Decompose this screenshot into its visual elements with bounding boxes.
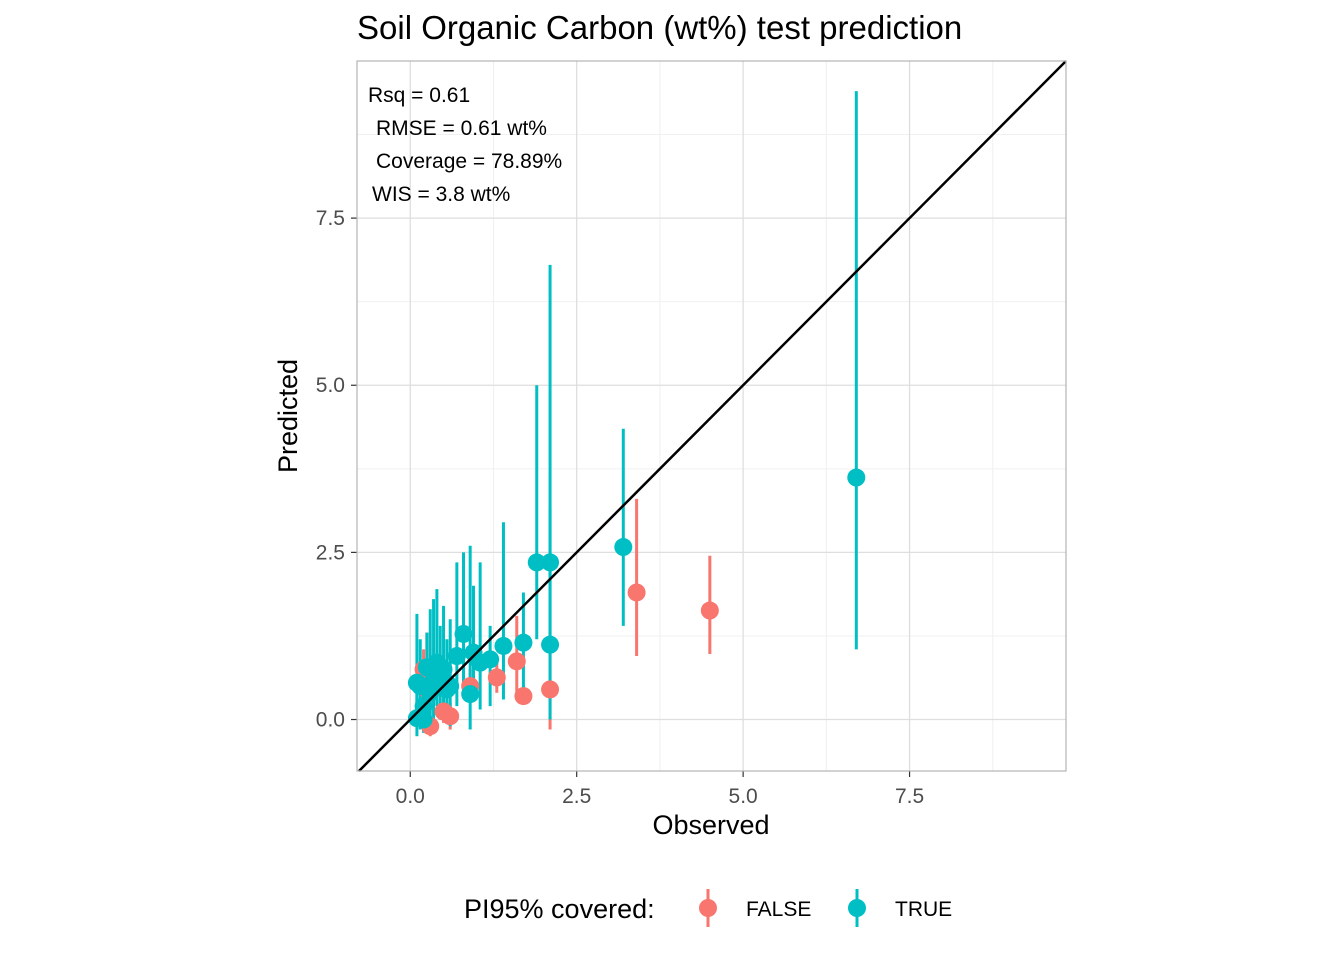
x-tick-label: 7.5 xyxy=(895,785,924,808)
point-true xyxy=(514,633,533,652)
point-true xyxy=(461,685,480,704)
y-axis-ticks: 0.0 2.5 5.0 7.5 xyxy=(316,207,357,732)
annotation-line: RMSE = 0.61 wt% xyxy=(376,117,547,140)
point-true xyxy=(454,624,473,643)
data-marks xyxy=(407,91,866,737)
annotation-line: WIS = 3.8 wt% xyxy=(372,183,510,206)
point-true xyxy=(447,647,466,666)
legend-key-point xyxy=(699,899,717,917)
point-false xyxy=(627,583,646,602)
legend: PI95% covered: FALSE TRUE xyxy=(464,889,952,927)
point-true xyxy=(527,553,546,572)
annotation-line: Coverage = 78.89% xyxy=(376,150,562,173)
legend-label: FALSE xyxy=(746,898,811,921)
x-axis-title: Observed xyxy=(652,810,769,840)
legend-label: TRUE xyxy=(895,898,952,921)
point-false xyxy=(434,702,453,721)
point-false xyxy=(514,687,533,706)
point-true xyxy=(464,643,483,662)
point-true xyxy=(614,538,633,557)
y-tick-label: 5.0 xyxy=(316,374,345,397)
point-false xyxy=(487,668,506,687)
y-tick-label: 0.0 xyxy=(316,709,345,732)
legend-key-point xyxy=(848,899,866,917)
minor-gridlines xyxy=(357,61,1066,771)
x-tick-label: 5.0 xyxy=(729,785,758,808)
point-true xyxy=(541,553,560,572)
annotation-line: Rsq = 0.61 xyxy=(368,84,470,107)
chart-title: Soil Organic Carbon (wt%) test predictio… xyxy=(357,9,962,46)
point-true xyxy=(407,673,426,692)
point-true xyxy=(414,710,433,729)
major-gridlines xyxy=(357,61,1066,771)
x-tick-label: 2.5 xyxy=(562,785,591,808)
point-true xyxy=(847,468,866,487)
point-false xyxy=(541,680,560,699)
identity-line xyxy=(358,60,1067,772)
metrics-annotation: Rsq = 0.61 RMSE = 0.61 wt% Coverage = 78.8… xyxy=(368,84,562,206)
point-false xyxy=(700,601,719,620)
point-false xyxy=(507,652,526,671)
y-axis-title: Predicted xyxy=(273,359,303,473)
y-tick-label: 2.5 xyxy=(316,541,345,564)
y-tick-label: 7.5 xyxy=(316,207,345,230)
x-tick-label: 0.0 xyxy=(396,785,425,808)
point-true xyxy=(437,680,456,699)
point-true xyxy=(494,636,513,655)
point-true xyxy=(417,658,436,677)
legend-title: PI95% covered: xyxy=(464,894,655,924)
point-true xyxy=(431,667,450,686)
x-axis-ticks: 0.0 2.5 5.0 7.5 xyxy=(396,771,924,808)
point-true xyxy=(541,635,560,654)
panel-border xyxy=(356,60,1067,772)
